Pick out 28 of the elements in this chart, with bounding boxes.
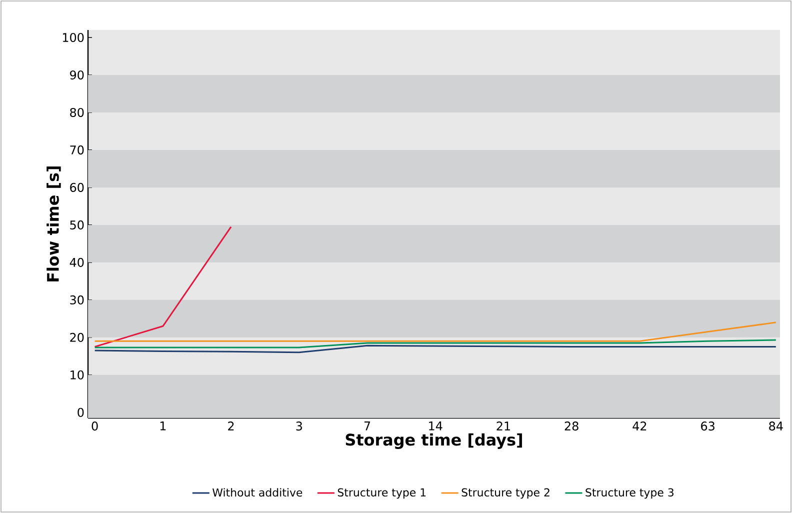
x-tick-label: 84 <box>769 422 783 431</box>
x-tick-label: 3 <box>296 422 302 431</box>
y-tick-label: 50 <box>70 220 84 230</box>
y-axis-title: Flow time [s] <box>46 166 61 282</box>
y-tick-label: 70 <box>70 145 84 154</box>
legend-label: Structure type 2 <box>462 488 550 499</box>
legend-label: Without additive <box>212 488 302 497</box>
x-tick-label: 14 <box>429 422 442 430</box>
x-tick-label: 42 <box>632 422 646 430</box>
y-tick-label: 100 <box>62 32 84 42</box>
x-tick-label: 2 <box>228 422 234 430</box>
x-tick-label: 21 <box>496 422 510 430</box>
x-tick-label: 0 <box>92 422 98 431</box>
y-tick-label: 80 <box>70 108 84 117</box>
x-tick-label: 7 <box>364 422 370 430</box>
x-tick-label: 1 <box>160 422 166 430</box>
y-tick-label: 0 <box>78 408 84 417</box>
y-tick-label: 40 <box>70 258 84 267</box>
y-tick-label: 10 <box>70 370 84 380</box>
x-axis-title: Storage time [days] <box>346 433 522 449</box>
legend-label: Structure type 3 <box>586 488 674 499</box>
y-tick-label: 30 <box>70 295 84 304</box>
legend-label: Structure type 1 <box>338 488 426 499</box>
x-tick-label: 28 <box>564 422 578 431</box>
x-tick-label: 63 <box>701 422 714 431</box>
y-tick-label: 20 <box>70 332 84 342</box>
y-tick-label: 90 <box>70 70 84 80</box>
y-tick-label: 60 <box>70 182 84 192</box>
